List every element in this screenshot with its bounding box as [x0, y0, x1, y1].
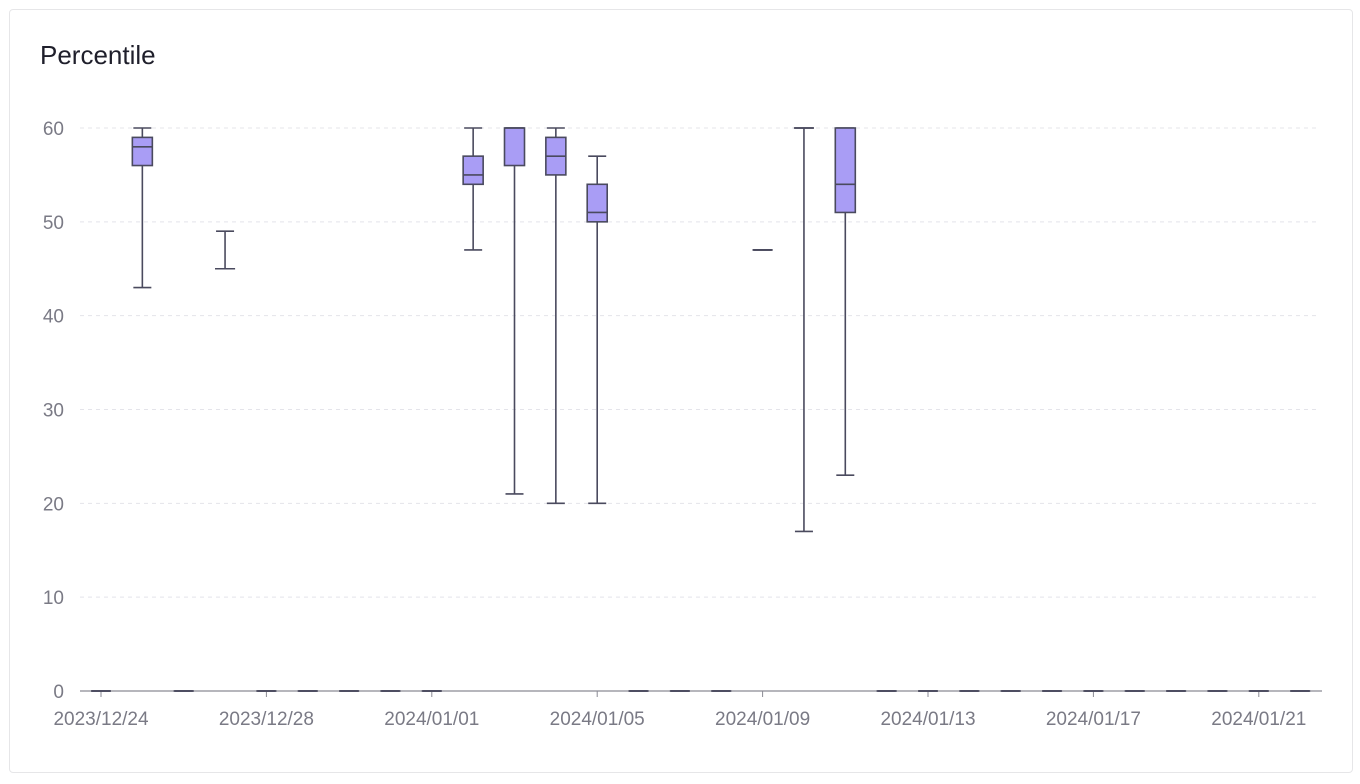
box-2023/12/27 [215, 230, 236, 270]
box-iqr [503, 127, 526, 167]
y-tick-label: 60 [43, 119, 64, 140]
box-2024/01/11 [834, 127, 857, 476]
x-tick-label: 2024/01/01 [384, 709, 479, 730]
boxes [91, 127, 1311, 692]
x-tick-label: 2024/01/17 [1046, 709, 1141, 730]
box-2024/01/04 [545, 127, 567, 505]
y-tick-label: 10 [43, 588, 64, 609]
chart-card [9, 9, 1353, 773]
box-2024/01/05 [586, 155, 609, 505]
x-axis: 2023/12/24 2023/12/28 2024/01/01 2024/01/05… [53, 690, 1322, 730]
x-tick-label: 2023/12/28 [219, 709, 314, 730]
y-tick-label: 50 [43, 213, 64, 234]
y-tick-label: 30 [43, 401, 64, 422]
chart-title: Percentile [40, 40, 156, 70]
y-tick-label: 0 [53, 682, 64, 703]
box-iqr [586, 183, 609, 223]
x-tick-label: 2024/01/09 [715, 709, 810, 730]
y-tick-label: 40 [43, 307, 64, 328]
box-iqr [131, 136, 154, 167]
y-tick-label: 20 [43, 494, 64, 515]
box-2024/01/03 [503, 127, 526, 495]
x-tick-label: 2024/01/05 [550, 709, 645, 730]
box-iqr [462, 155, 484, 186]
grid-lines [80, 127, 1320, 598]
y-axis-ticks: 0 10 20 30 40 50 60 [43, 119, 64, 703]
box-2024/01/10 [793, 127, 814, 533]
box-2024/01/02 [462, 127, 484, 251]
box-iqr [834, 127, 857, 214]
x-tick-label: 2024/01/21 [1211, 709, 1306, 730]
x-tick-label: 2024/01/13 [880, 709, 975, 730]
x-tick-label: 2023/12/24 [53, 709, 149, 730]
box-2023/12/25 [131, 127, 154, 289]
